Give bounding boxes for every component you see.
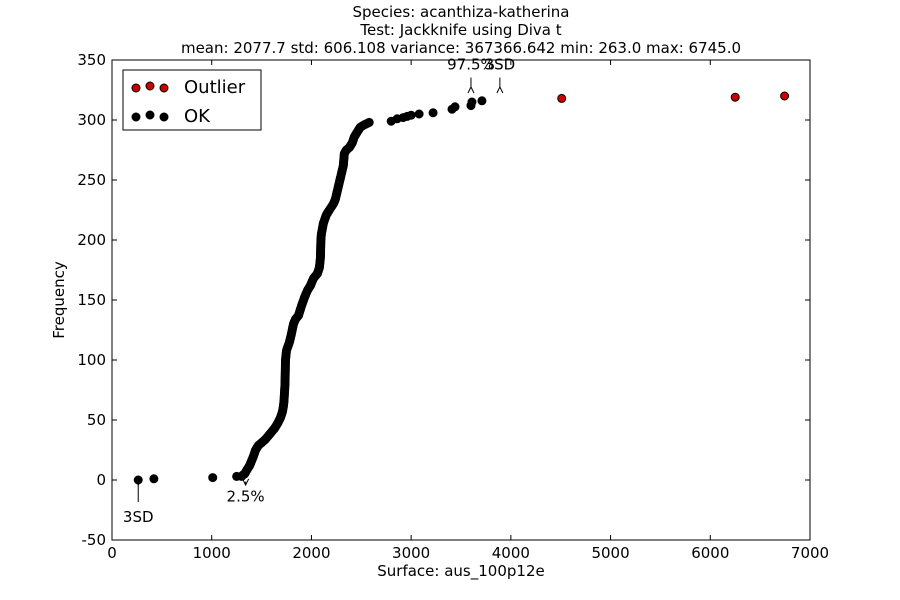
ok-point [149,474,159,484]
x-tick-label: 2000 [292,544,330,562]
ok-point [237,471,247,481]
x-tick-label: 4000 [492,544,530,562]
ok-point [477,96,487,106]
annotation-label: 3SD [123,508,154,526]
title-line-3: mean: 2077.7 std: 606.108 variance: 3673… [181,39,741,57]
title-line-2: Test: Jackknife using Diva t [359,21,561,39]
x-tick-label: 3000 [392,544,430,562]
ok-point [208,473,218,483]
y-tick-label: -50 [82,531,107,549]
ok-point [467,97,477,107]
title-line-1: Species: acanthiza-katherina [353,3,570,21]
ok-point [428,108,438,118]
annotation-label: 2.5% [227,488,265,506]
plot-frame [111,59,811,541]
x-tick-label: 5000 [591,544,629,562]
y-axis-label: Frequency [50,261,68,339]
data-marks [133,91,790,485]
legend: Outlier OK [122,69,262,131]
legend-marker [159,112,169,122]
ok-point [414,109,424,119]
legend-label: OK [184,106,211,127]
annotation-arrowhead [242,478,250,487]
x-tick-label: 1000 [193,544,231,562]
y-tick-label: 0 [96,471,106,489]
x-tick-label: 0 [107,544,117,562]
axes-ticks: 0 1000 2000 3000 4000 5000 6000 7000-5005010015… [77,51,829,562]
legend-marker [159,83,169,93]
y-tick-label: 350 [77,51,106,69]
annotation-label: 3SD [485,56,516,74]
y-tick-label: 200 [77,231,106,249]
legend-marker [145,81,155,91]
legend-box [122,69,262,131]
y-tick-label: 300 [77,111,106,129]
legend-marker [131,112,141,122]
legend-marker [131,83,141,93]
x-axis-label: Surface: aus_100p12e [377,562,544,581]
x-tick-label: 7000 [791,544,829,562]
annotation-arrowhead [496,85,504,94]
y-tick-label: 250 [77,171,106,189]
y-tick-label: 50 [87,411,106,429]
legend-label: Outlier [184,77,246,98]
y-tick-label: 100 [77,351,106,369]
y-tick-label: 150 [77,291,106,309]
ok-point [406,110,416,120]
chart-title: Species: acanthiza-katherina Test: Jackk… [181,3,741,57]
ok-point [364,117,374,127]
ok-point [450,102,460,112]
legend-marker [145,110,155,120]
x-tick-label: 6000 [691,544,729,562]
annotation-arrowhead [134,478,142,487]
annotation-arrowhead [467,85,475,94]
outlier-point [730,92,740,102]
outlier-point [780,91,790,101]
outlier-point [557,93,567,103]
